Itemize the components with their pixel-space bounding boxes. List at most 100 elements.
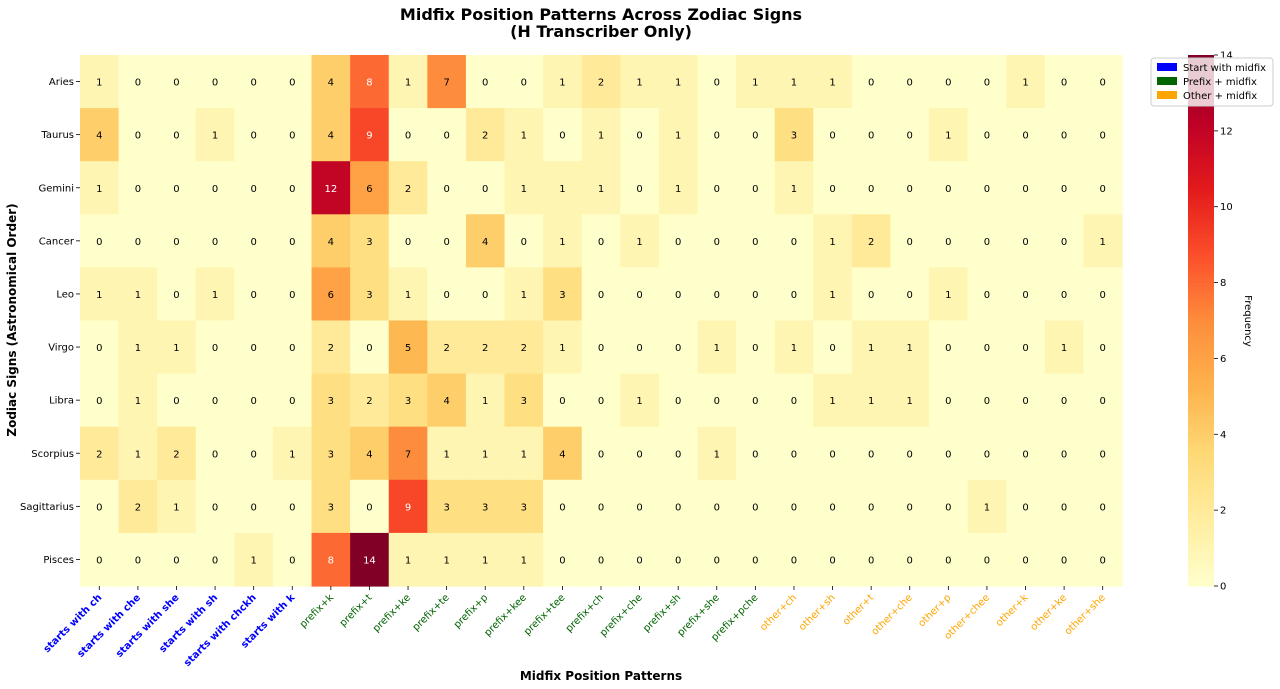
cell-value-label: 0	[984, 184, 990, 195]
cell-value-label: 2	[96, 449, 102, 460]
cell-value-label: 0	[598, 343, 604, 354]
cell-value-label: 0	[212, 78, 218, 89]
cell-value-label: 1	[212, 131, 218, 142]
cell-value-label: 4	[328, 237, 334, 248]
heatmap-cell	[350, 532, 390, 587]
cell-value-label: 0	[405, 237, 411, 248]
heatmap-cell	[234, 426, 274, 481]
cell-value-label: 0	[289, 290, 295, 301]
row-label: Taurus	[40, 130, 74, 141]
heatmap-cell	[697, 532, 737, 587]
cell-value-label: 4	[443, 396, 449, 407]
cell-value-label: 0	[1022, 343, 1028, 354]
heatmap-cell	[465, 426, 506, 481]
cell-value-label: 4	[96, 131, 102, 142]
cell-value-label: 9	[366, 131, 372, 142]
colorbar-segment	[1188, 221, 1214, 227]
colorbar-segment	[1188, 293, 1214, 299]
colorbar-segment	[1188, 210, 1214, 215]
colorbar-segment	[1188, 570, 1214, 576]
cell-value-label: 0	[907, 502, 913, 513]
heatmap-cell	[1044, 108, 1085, 162]
colorbar-segment	[1188, 104, 1214, 109]
colorbar-segment	[1188, 127, 1214, 132]
heatmap-cell	[1044, 267, 1085, 322]
heatmap-cell	[195, 479, 235, 534]
heatmap-cell	[1006, 108, 1046, 162]
heatmap-cell	[350, 267, 390, 322]
colorbar-segment	[1188, 161, 1214, 166]
cell-value-label: 0	[829, 555, 835, 566]
heatmap-cell	[311, 55, 351, 109]
cell-value-label: 0	[96, 396, 102, 407]
colorbar-segment	[1188, 403, 1214, 409]
heatmap-cell	[234, 479, 274, 534]
cell-value-label: 0	[636, 184, 642, 195]
heatmap-cell	[311, 108, 351, 162]
heatmap-cell	[929, 161, 969, 215]
heatmap-cell	[967, 373, 1007, 428]
cell-value-label: 0	[907, 184, 913, 195]
heatmap-cell	[157, 267, 197, 322]
heatmap-cell	[1006, 479, 1046, 534]
cell-value-label: 0	[791, 555, 797, 566]
cell-value-label: 0	[1022, 396, 1028, 407]
cell-value-label: 1	[521, 184, 527, 195]
heatmap-cell	[813, 267, 853, 322]
colorbar-tick-label: 10	[1220, 202, 1233, 213]
colorbar-segment	[1188, 407, 1214, 413]
heatmap-cell	[504, 373, 544, 428]
heatmap-cell	[427, 532, 467, 587]
colorbar-segment	[1188, 263, 1214, 268]
heatmap-cell	[1083, 214, 1123, 268]
heatmap-cell	[697, 55, 737, 109]
heatmap-cell	[697, 214, 737, 268]
colorbar-segment	[1188, 202, 1214, 208]
chart-title-line1: Midfix Position Patterns Across Zodiac S…	[400, 5, 802, 24]
heatmap-cell	[813, 161, 853, 215]
heatmap-cell	[929, 426, 969, 481]
colorbar-segment	[1188, 153, 1214, 159]
heatmap-cell	[427, 161, 467, 215]
heatmap-cell	[581, 108, 621, 162]
cell-value-label: 1	[636, 396, 642, 407]
row-label: Libra	[49, 396, 74, 407]
row-label: Virgo	[48, 343, 74, 354]
cell-value-label: 0	[752, 237, 758, 248]
colorbar-segment	[1188, 362, 1214, 367]
column-label: prefix+tee	[522, 592, 567, 637]
heatmap-cell	[272, 161, 313, 215]
colorbar-segment	[1188, 540, 1214, 545]
cell-value-label: 0	[675, 290, 681, 301]
colorbar-segment	[1188, 510, 1214, 515]
colorbar-segment	[1188, 183, 1214, 189]
colorbar-segment	[1188, 438, 1214, 443]
heatmap-cell	[774, 267, 814, 322]
heatmap-cell	[80, 214, 120, 268]
colorbar-segment	[1188, 199, 1214, 204]
colorbar-segment	[1188, 578, 1214, 583]
colorbar-segment	[1188, 138, 1214, 143]
heatmap-cell	[504, 55, 544, 109]
colorbar-segment	[1188, 233, 1214, 238]
cell-value-label: 3	[328, 449, 334, 460]
heatmap-cell	[118, 55, 158, 109]
heatmap-cell	[504, 532, 544, 587]
cell-value-label: 0	[250, 396, 256, 407]
cell-value-label: 0	[1022, 502, 1028, 513]
cell-value-label: 1	[521, 290, 527, 301]
colorbar-segment	[1188, 434, 1214, 439]
heatmap-cell	[774, 108, 814, 162]
heatmap-cell	[465, 55, 506, 109]
cell-value-label: 0	[250, 184, 256, 195]
heatmap-cell	[890, 479, 930, 534]
cell-value-label: 0	[96, 555, 102, 566]
cell-value-label: 0	[598, 396, 604, 407]
cell-value-label: 1	[135, 449, 141, 460]
cell-value-label: 0	[1022, 237, 1028, 248]
colorbar-segment	[1188, 316, 1214, 322]
cell-value-label: 0	[1022, 449, 1028, 460]
colorbar-segment	[1188, 256, 1214, 261]
heatmap-cell	[311, 532, 351, 587]
